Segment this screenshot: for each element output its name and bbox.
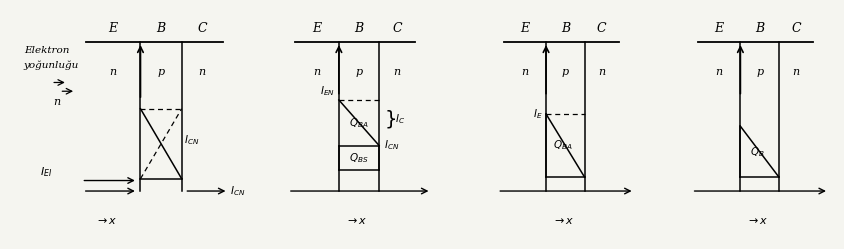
Text: C: C xyxy=(791,22,800,35)
Text: B: B xyxy=(354,22,363,35)
Text: E: E xyxy=(311,22,321,35)
Text: p: p xyxy=(157,67,165,77)
Text: n: n xyxy=(53,97,60,107)
Text: $I_E$: $I_E$ xyxy=(532,107,542,121)
Text: $Q_B$: $Q_B$ xyxy=(749,145,764,159)
Text: p: p xyxy=(355,67,362,77)
Text: $\rightarrow x$: $\rightarrow x$ xyxy=(551,216,573,226)
Text: $I_{EN}$: $I_{EN}$ xyxy=(320,84,334,98)
Text: $Q_{BA}$: $Q_{BA}$ xyxy=(349,116,368,130)
Text: $\rightarrow x$: $\rightarrow x$ xyxy=(344,216,367,226)
Text: n: n xyxy=(110,67,116,77)
Text: $I_{CN}$: $I_{CN}$ xyxy=(384,139,399,152)
Text: $\rightarrow x$: $\rightarrow x$ xyxy=(95,216,117,226)
Text: Elektron: Elektron xyxy=(24,47,69,56)
Text: $Q_{BS}$: $Q_{BS}$ xyxy=(349,151,368,165)
Text: E: E xyxy=(520,22,529,35)
Text: C: C xyxy=(597,22,606,35)
Text: yoğunluğu: yoğunluğu xyxy=(24,60,79,70)
Text: B: B xyxy=(560,22,569,35)
Text: B: B xyxy=(755,22,763,35)
Text: $I_{CN}$: $I_{CN}$ xyxy=(230,184,245,198)
Text: $I_{CN}$: $I_{CN}$ xyxy=(184,133,199,147)
Text: n: n xyxy=(792,67,798,77)
Text: n: n xyxy=(393,67,400,77)
Text: E: E xyxy=(714,22,723,35)
Text: $I_{EI}$: $I_{EI}$ xyxy=(41,165,52,179)
Text: $I_C$: $I_C$ xyxy=(395,112,405,126)
Text: $\}$: $\}$ xyxy=(384,108,396,130)
Text: p: p xyxy=(561,67,568,77)
Text: $Q_{BA}$: $Q_{BA}$ xyxy=(552,139,572,152)
Text: n: n xyxy=(598,67,604,77)
Text: $\rightarrow x$: $\rightarrow x$ xyxy=(745,216,767,226)
Text: n: n xyxy=(198,67,206,77)
Text: n: n xyxy=(521,67,528,77)
Text: E: E xyxy=(108,22,117,35)
Text: n: n xyxy=(715,67,722,77)
Text: p: p xyxy=(755,67,762,77)
Text: B: B xyxy=(156,22,165,35)
Text: C: C xyxy=(197,22,207,35)
Text: C: C xyxy=(392,22,402,35)
Text: n: n xyxy=(313,67,320,77)
